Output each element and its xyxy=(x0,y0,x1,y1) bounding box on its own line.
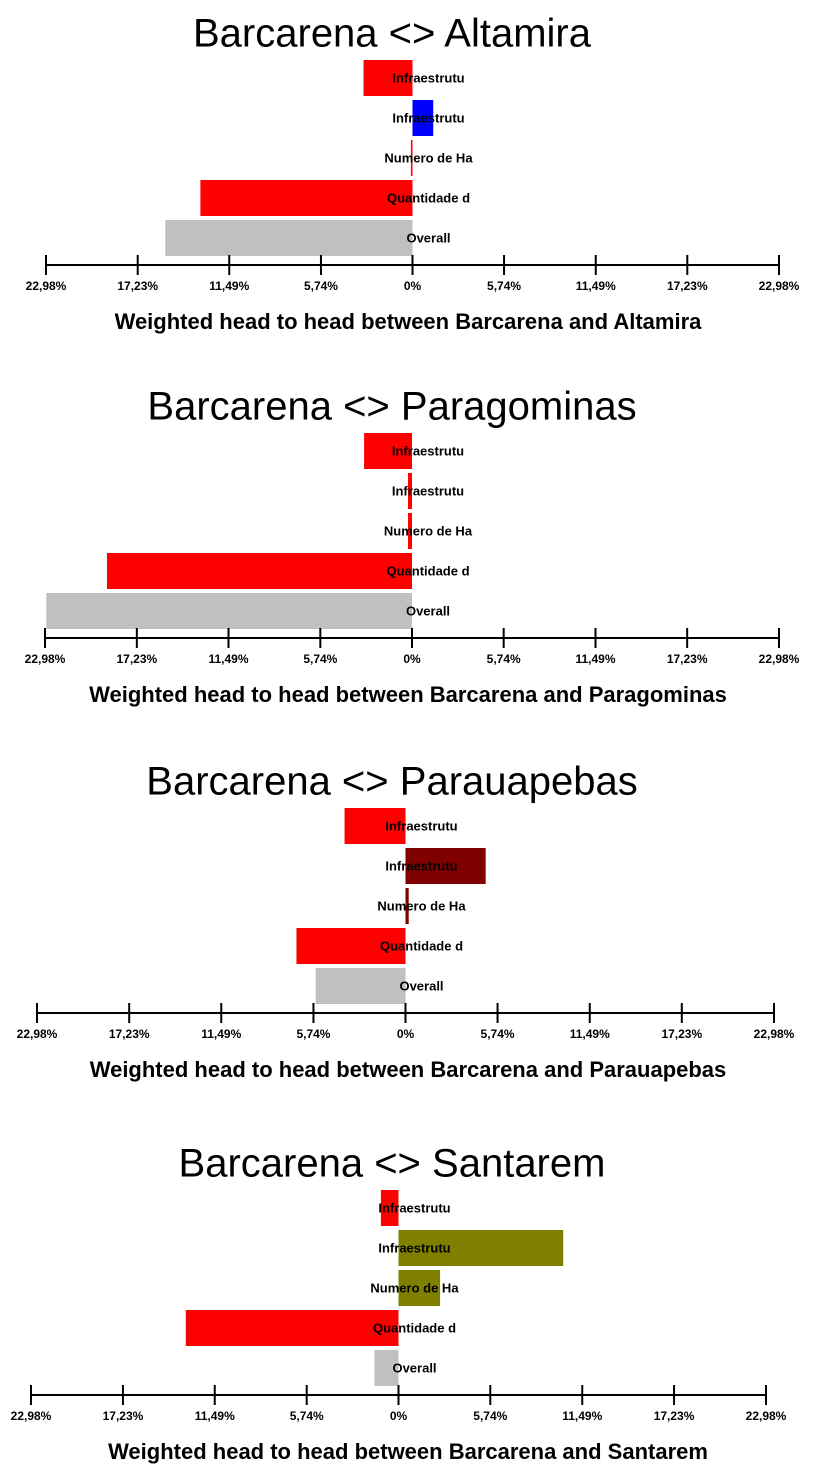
x-tick-label: 11,49% xyxy=(570,1027,610,1041)
x-tick-label: 22,98% xyxy=(17,1027,58,1041)
category-label: Overall xyxy=(406,603,450,618)
x-tick-label: 5,74% xyxy=(487,652,521,666)
category-label: Quantidade d xyxy=(380,938,463,953)
x-tick-label: 17,23% xyxy=(103,1409,144,1423)
category-label: Overall xyxy=(399,978,443,993)
bar xyxy=(344,808,406,844)
x-tick-label: 22,98% xyxy=(759,652,800,666)
x-tick-label: 22,98% xyxy=(754,1027,795,1041)
bar xyxy=(412,100,434,136)
x-tick-label: 0% xyxy=(404,279,422,293)
category-label: Infraestrutu xyxy=(385,858,457,873)
x-tick-label: 0% xyxy=(403,652,421,666)
category-label: Numero de Ha xyxy=(384,523,473,538)
x-tick-label: 11,49% xyxy=(576,279,616,293)
x-tick-label: 5,74% xyxy=(290,1409,324,1423)
bar xyxy=(106,553,413,589)
x-tick-label: 17,23% xyxy=(667,652,708,666)
x-tick-label: 17,23% xyxy=(117,279,158,293)
bar xyxy=(374,1350,399,1386)
chart-title: Barcarena <> Altamira xyxy=(193,12,592,56)
x-tick-label: 11,49% xyxy=(562,1409,602,1423)
x-tick-label: 22,98% xyxy=(11,1409,52,1423)
category-label: Infraestrutu xyxy=(392,110,464,125)
bar xyxy=(364,433,412,469)
category-label: Overall xyxy=(392,1360,436,1375)
bar xyxy=(363,60,413,96)
x-tick-label: 5,74% xyxy=(303,652,337,666)
bar xyxy=(405,888,409,924)
x-tick-label: 11,49% xyxy=(209,279,249,293)
bar xyxy=(398,1270,441,1306)
x-tick-label: 17,23% xyxy=(116,652,157,666)
x-axis-label: Weighted head to head between Barcarena … xyxy=(90,1057,727,1082)
category-label: Quantidade d xyxy=(386,563,469,578)
x-tick-label: 17,23% xyxy=(109,1027,150,1041)
bar xyxy=(380,1190,399,1226)
x-tick-label: 11,49% xyxy=(201,1027,241,1041)
chart-title: Barcarena <> Parauapebas xyxy=(146,760,637,804)
x-tick-label: 22,98% xyxy=(26,279,67,293)
category-label: Quantidade d xyxy=(387,190,470,205)
category-label: Infraestrutu xyxy=(378,1240,450,1255)
bar xyxy=(46,593,412,629)
chart-title: Barcarena <> Paragominas xyxy=(147,385,636,429)
x-tick-label: 0% xyxy=(390,1409,408,1423)
bar xyxy=(405,848,486,884)
x-tick-label: 5,74% xyxy=(296,1027,330,1041)
category-label: Infraestrutu xyxy=(392,443,464,458)
x-tick-label: 22,98% xyxy=(746,1409,787,1423)
x-tick-label: 11,49% xyxy=(195,1409,235,1423)
x-axis-label: Weighted head to head between Barcarena … xyxy=(89,682,727,707)
x-tick-label: 17,23% xyxy=(654,1409,695,1423)
chart-title: Barcarena <> Santarem xyxy=(179,1142,606,1186)
x-tick-label: 5,74% xyxy=(304,279,338,293)
x-axis-label: Weighted head to head between Barcarena … xyxy=(108,1439,708,1464)
category-label: Infraestrutu xyxy=(378,1200,450,1215)
category-label: Infraestrutu xyxy=(392,70,464,85)
x-tick-label: 22,98% xyxy=(25,652,66,666)
x-tick-label: 5,74% xyxy=(481,1027,515,1041)
x-tick-label: 17,23% xyxy=(661,1027,702,1041)
x-tick-label: 0% xyxy=(397,1027,415,1041)
category-label: Overall xyxy=(406,230,450,245)
category-label: Quantidade d xyxy=(373,1320,456,1335)
bar xyxy=(185,1310,399,1346)
bar xyxy=(296,928,406,964)
bar xyxy=(410,140,413,176)
bar xyxy=(165,220,413,256)
x-tick-label: 17,23% xyxy=(667,279,708,293)
bar xyxy=(408,513,412,549)
x-axis-label: Weighted head to head between Barcarena … xyxy=(115,309,703,334)
category-label: Infraestrutu xyxy=(385,818,457,833)
x-tick-label: 22,98% xyxy=(759,279,800,293)
category-label: Numero de Ha xyxy=(384,150,473,165)
bar xyxy=(200,180,413,216)
category-label: Numero de Ha xyxy=(377,898,466,913)
bar xyxy=(398,1230,564,1266)
bar xyxy=(408,473,412,509)
bar xyxy=(315,968,406,1004)
category-label: Infraestrutu xyxy=(392,483,464,498)
x-tick-label: 11,49% xyxy=(575,652,615,666)
category-label: Numero de Ha xyxy=(370,1280,459,1295)
x-tick-label: 11,49% xyxy=(208,652,248,666)
x-tick-label: 5,74% xyxy=(487,279,521,293)
x-tick-label: 5,74% xyxy=(473,1409,507,1423)
